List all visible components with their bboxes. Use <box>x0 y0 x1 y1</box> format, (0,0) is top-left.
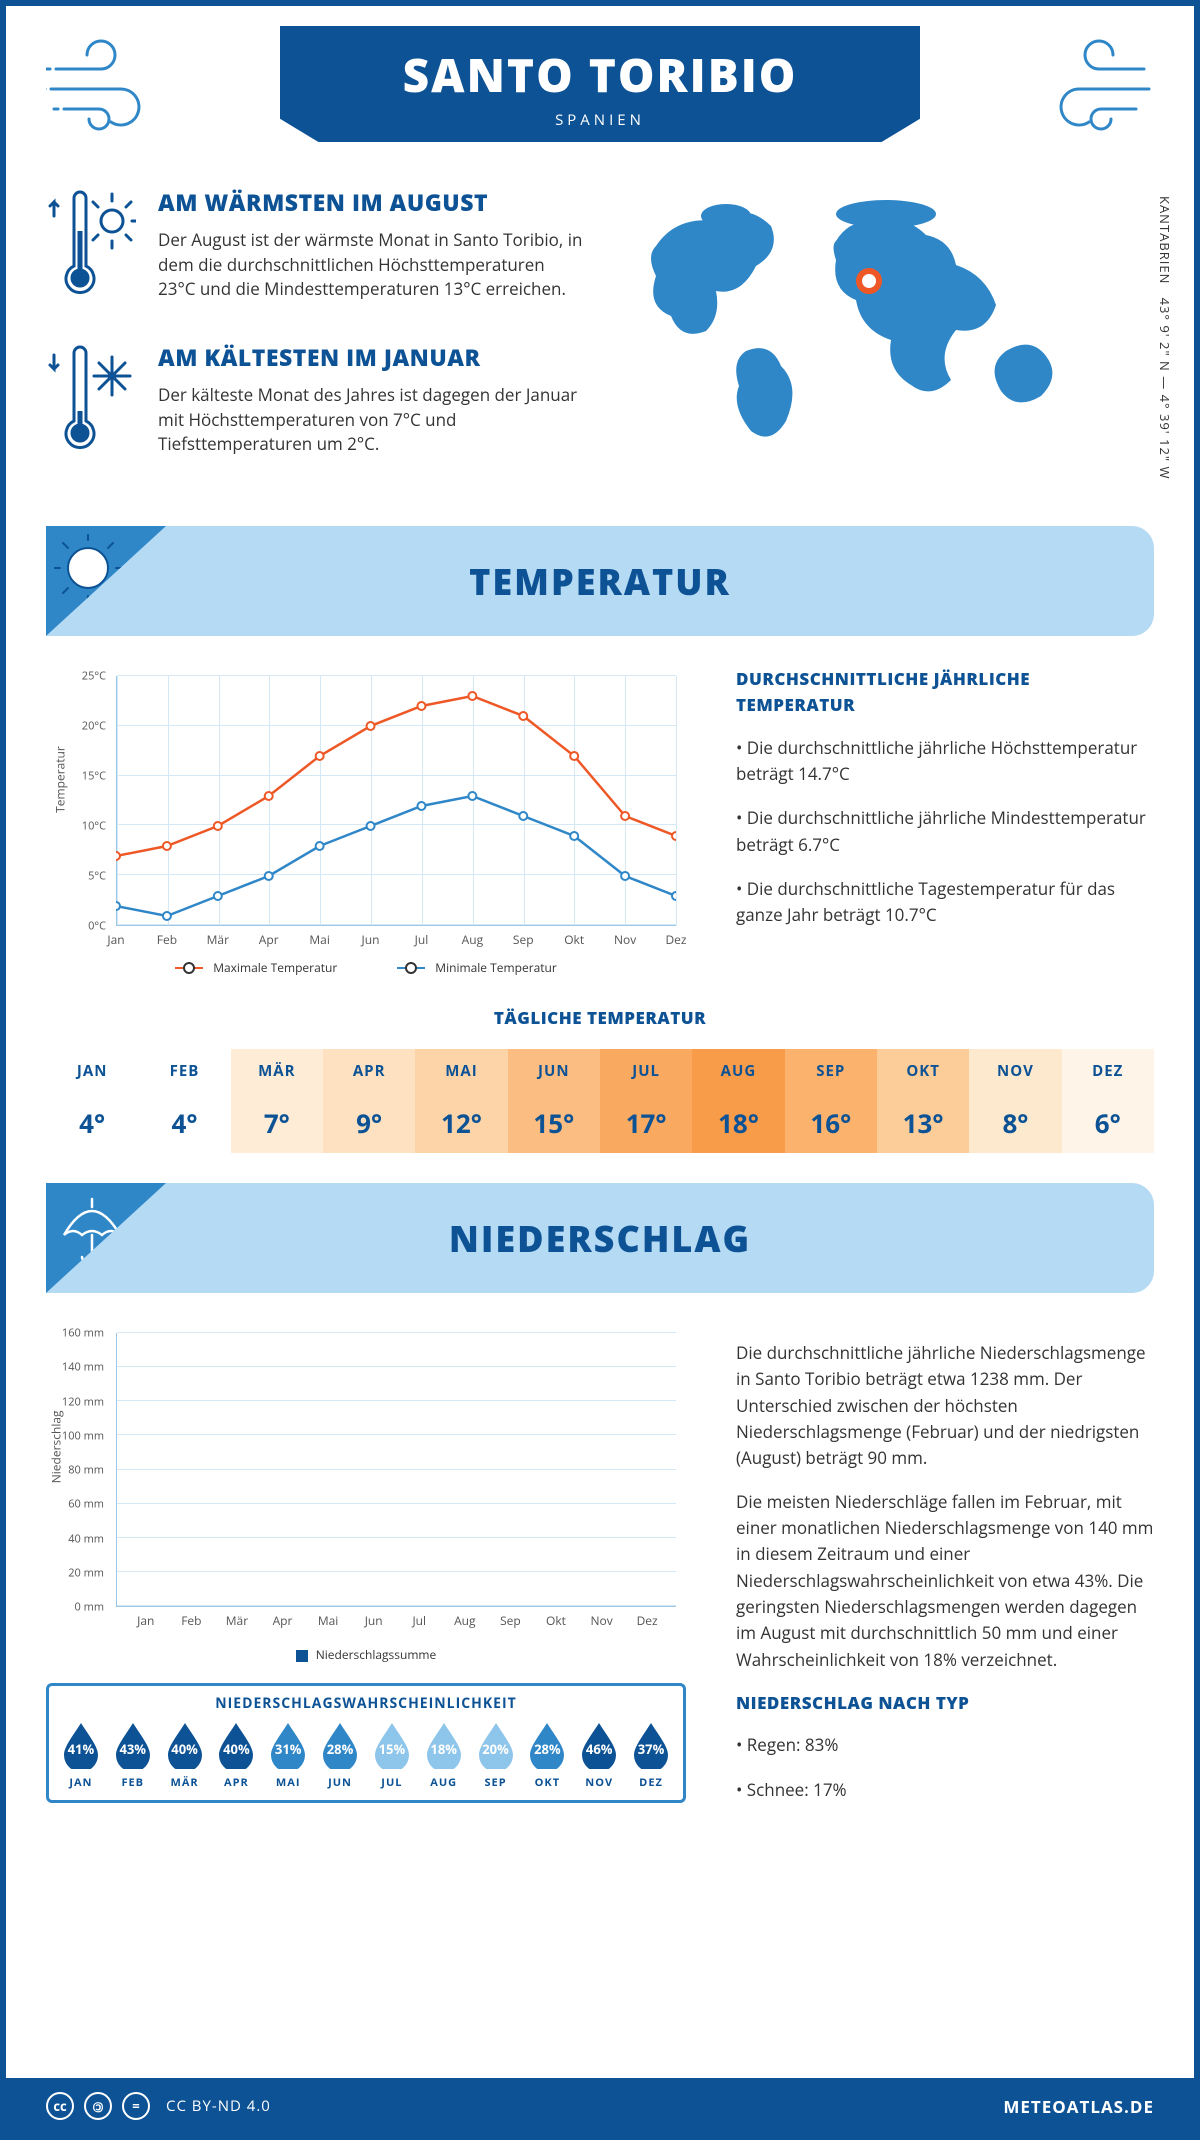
footer-bar: cc🄯= CC BY-ND 4.0 METEOATLAS.DE <box>6 2078 1194 2134</box>
precipitation-probability-strip: NIEDERSCHLAGSWAHRSCHEINLICHKEIT 41%JAN43… <box>46 1683 686 1803</box>
sun-icon <box>46 526 166 636</box>
temperature-heading: TEMPERATUR <box>46 526 1154 636</box>
world-map: KANTABRIEN 43° 9' 2" N — 4° 39' 12" W <box>626 186 1154 496</box>
cc-icons: cc🄯= <box>46 2092 150 2120</box>
temperature-line-chart: Temperatur Maximale Temperatur Minimale … <box>46 666 686 976</box>
umbrella-icon <box>46 1183 166 1293</box>
wind-icon-right <box>1034 34 1154 149</box>
warmest-text: Der August ist der wärmste Monat in Sant… <box>158 228 586 302</box>
title-banner: SANTO TORIBIO SPANIEN <box>280 26 920 142</box>
precipitation-legend: Niederschlagssumme <box>46 1646 686 1663</box>
temperature-summary-text: DURCHSCHNITTLICHE JÄHRLICHE TEMPERATUR •… <box>736 666 1154 976</box>
coldest-title: AM KÄLTESTEN IM JANUAR <box>158 341 586 373</box>
precipitation-heading: NIEDERSCHLAG <box>46 1183 1154 1293</box>
thermometer-hot-icon <box>46 186 136 311</box>
coordinates-label: KANTABRIEN 43° 9' 2" N — 4° 39' 12" W <box>1156 196 1174 479</box>
warmest-block: AM WÄRMSTEN IM AUGUST Der August ist der… <box>46 186 586 311</box>
coldest-block: AM KÄLTESTEN IM JANUAR Der kälteste Mona… <box>46 341 586 466</box>
header: SANTO TORIBIO SPANIEN <box>46 6 1154 176</box>
coldest-text: Der kälteste Monat des Jahres ist dagege… <box>158 383 586 457</box>
thermometer-cold-icon <box>46 341 136 466</box>
intro-section: AM WÄRMSTEN IM AUGUST Der August ist der… <box>46 186 1154 496</box>
infographic-frame: SANTO TORIBIO SPANIEN <box>0 0 1200 2140</box>
daily-temperature-table: TÄGLICHE TEMPERATUR JANFEBMÄRAPRMAIJUNJU… <box>46 1006 1154 1153</box>
country-subtitle: SPANIEN <box>280 110 920 130</box>
warmest-title: AM WÄRMSTEN IM AUGUST <box>158 186 586 218</box>
temperature-legend: Maximale Temperatur Minimale Temperatur <box>46 959 686 976</box>
brand-label: METEOATLAS.DE <box>1003 2095 1154 2118</box>
precipitation-bar-chart: Niederschlag JanFebMärAprMaiJunJulAugSep… <box>46 1323 686 1663</box>
precipitation-summary-text: Die durchschnittliche jährliche Niedersc… <box>736 1323 1154 1821</box>
city-title: SANTO TORIBIO <box>280 44 920 106</box>
wind-icon-left <box>46 34 166 149</box>
license-text: CC BY-ND 4.0 <box>166 2096 271 2116</box>
